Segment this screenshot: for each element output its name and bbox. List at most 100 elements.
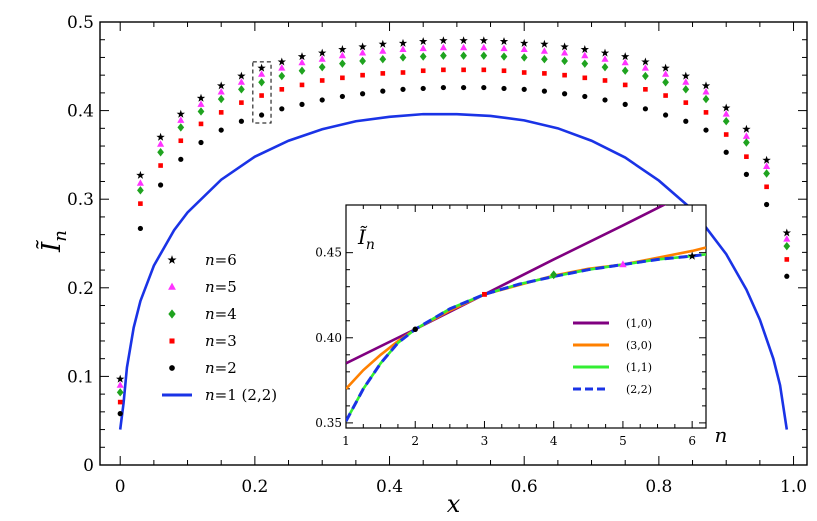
point-n4 (379, 55, 387, 64)
point-n2 (662, 112, 669, 118)
point-n3 (319, 78, 325, 83)
point-n5 (338, 51, 346, 59)
point-n3 (521, 70, 527, 75)
point-n3 (441, 67, 446, 73)
point-n2 (440, 84, 447, 91)
point-n5 (399, 45, 407, 52)
point-n2 (400, 86, 406, 92)
point-n4 (197, 107, 205, 116)
inset-legend-label-10: (1,0) (626, 317, 652, 330)
point-n6 (237, 71, 246, 80)
point-n4 (157, 148, 164, 157)
point-n4 (662, 78, 669, 87)
point-n2 (319, 97, 325, 103)
point-n5 (662, 70, 670, 77)
inset-point-n5 (619, 260, 627, 268)
point-n4 (440, 51, 447, 60)
point-n6 (297, 52, 307, 61)
point-n6 (136, 170, 145, 179)
point-n5 (702, 88, 710, 95)
x-axis-title: x (447, 490, 461, 518)
point-n3 (784, 257, 790, 262)
inset-y-axis-title-main: Ĩ (357, 225, 368, 249)
point-n5 (157, 140, 165, 147)
legend-label-var: n (205, 251, 215, 269)
point-n3 (622, 82, 628, 88)
legend-label-value: =5 (215, 278, 237, 296)
point-n5 (621, 58, 629, 66)
point-n4 (137, 186, 144, 195)
legend-label-value: =1 (2,2) (215, 386, 277, 404)
point-n6 (378, 39, 387, 48)
plot-frame (99, 21, 808, 466)
x-tick-label: 0.2 (241, 477, 268, 497)
point-n3 (218, 110, 224, 115)
inset-x-axis-title: n (715, 423, 728, 447)
point-n2 (359, 91, 366, 97)
legend-label-value: =2 (215, 359, 237, 377)
point-n5 (217, 88, 225, 95)
legend-label-var: n (205, 359, 215, 377)
point-n4 (500, 52, 508, 61)
point-n6 (681, 71, 690, 80)
point-n2 (460, 84, 467, 91)
point-n5 (742, 132, 750, 139)
legend-label-n4: n=4 (205, 305, 237, 323)
series-n4 (116, 51, 791, 397)
point-n3 (198, 121, 204, 127)
point-n2 (178, 156, 184, 162)
point-n3 (723, 132, 729, 137)
point-n4 (541, 55, 548, 64)
point-n4 (581, 59, 589, 68)
x-tick-label: 0.8 (645, 477, 672, 497)
point-n6 (419, 37, 428, 46)
point-n2 (279, 106, 285, 112)
point-n3 (259, 93, 264, 98)
inset-y-tick-label: 0.40 (315, 331, 342, 345)
point-n4 (238, 85, 245, 94)
inset-series-line-10 (346, 205, 667, 365)
point-n5 (318, 55, 326, 62)
point-n3 (360, 72, 365, 78)
point-n5 (197, 100, 205, 107)
inset-point-n6 (687, 251, 697, 260)
point-n3 (299, 82, 305, 88)
point-n5 (439, 43, 447, 51)
point-n6 (621, 52, 630, 61)
point-n4 (258, 78, 265, 87)
x-tick-label: 0.4 (376, 477, 403, 497)
point-n5 (783, 235, 791, 242)
point-n6 (217, 81, 226, 90)
point-n6 (661, 63, 670, 72)
inset-plot: 1 2 3 4 5 60.350.400.45nĨn(1,0)(3,0)(1,1)(2,2… (315, 204, 728, 448)
inset-point-n4 (550, 270, 558, 280)
point-n4 (561, 56, 568, 66)
point-n4 (480, 51, 488, 60)
point-n3 (663, 93, 668, 98)
point-n4 (783, 241, 791, 251)
legend-label-n6: n=6 (205, 251, 237, 269)
point-n6 (196, 93, 206, 102)
point-n3 (501, 68, 507, 74)
legend-label-var: n (205, 332, 215, 350)
point-n3 (158, 163, 163, 168)
point-n4 (702, 94, 710, 104)
point-n2 (582, 93, 588, 100)
point-n4 (359, 56, 366, 66)
point-n6 (358, 42, 367, 51)
point-n2 (157, 182, 164, 188)
point-n2 (299, 101, 305, 108)
point-n4 (298, 66, 306, 75)
point-n3 (703, 110, 709, 115)
legend-label-value: =3 (215, 332, 237, 350)
point-n3 (582, 75, 588, 81)
series-n6 (116, 36, 791, 383)
point-n3 (481, 67, 487, 73)
point-n3 (461, 67, 466, 73)
point-n6 (338, 45, 347, 54)
legend-label-n3: n=3 (205, 332, 237, 350)
point-n3 (400, 70, 406, 75)
point-n3 (764, 184, 769, 190)
point-n5 (601, 55, 609, 62)
y-axis-title-subscript: n (50, 230, 71, 242)
